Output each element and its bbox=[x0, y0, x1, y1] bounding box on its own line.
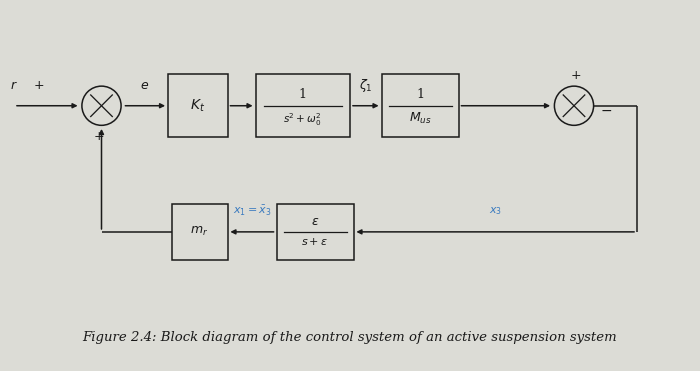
Bar bbox=[256, 74, 350, 137]
Ellipse shape bbox=[554, 86, 594, 125]
Text: +: + bbox=[94, 130, 105, 143]
Text: $x_1=\bar{x}_3$: $x_1=\bar{x}_3$ bbox=[232, 204, 272, 219]
Text: $x_3$: $x_3$ bbox=[489, 206, 502, 217]
Bar bbox=[382, 74, 458, 137]
Bar bbox=[168, 74, 228, 137]
Text: +: + bbox=[33, 79, 44, 92]
Text: $e$: $e$ bbox=[140, 79, 149, 92]
Text: $m_r$: $m_r$ bbox=[190, 225, 209, 239]
Text: +: + bbox=[570, 69, 582, 82]
Text: $M_{us}$: $M_{us}$ bbox=[409, 111, 431, 126]
Text: 1: 1 bbox=[416, 88, 424, 101]
Ellipse shape bbox=[82, 86, 121, 125]
Text: $s^2+\omega_0^2$: $s^2+\omega_0^2$ bbox=[284, 111, 322, 128]
Bar bbox=[276, 204, 354, 260]
Text: $\varepsilon$: $\varepsilon$ bbox=[311, 215, 319, 229]
Text: $\zeta_1$: $\zeta_1$ bbox=[359, 77, 372, 94]
Text: $r$: $r$ bbox=[10, 79, 18, 92]
Text: 1: 1 bbox=[299, 88, 307, 101]
Text: $s+\varepsilon$: $s+\varepsilon$ bbox=[302, 236, 328, 247]
Text: $-$: $-$ bbox=[600, 102, 612, 116]
Bar bbox=[172, 204, 228, 260]
Text: $K_t$: $K_t$ bbox=[190, 98, 205, 114]
Text: Figure 2.4: Block diagram of the control system of an active suspension system: Figure 2.4: Block diagram of the control… bbox=[83, 331, 617, 344]
